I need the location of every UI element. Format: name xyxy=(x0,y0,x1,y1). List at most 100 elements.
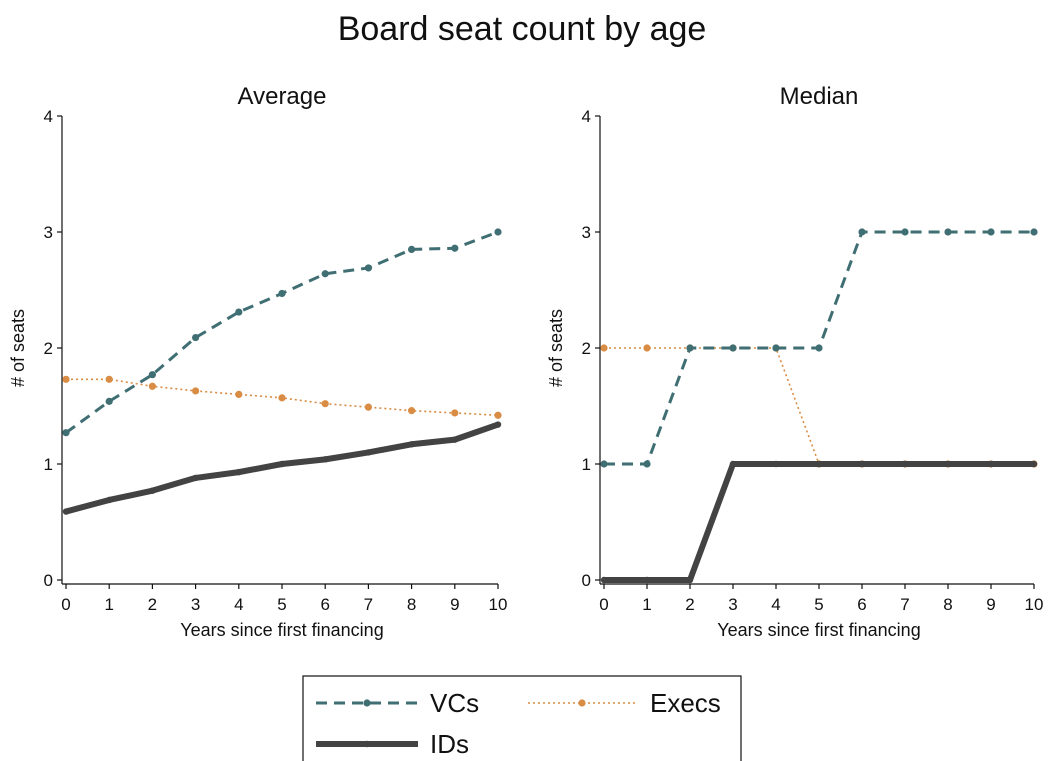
series-execs xyxy=(600,344,1038,468)
y-tick-label: 3 xyxy=(44,223,53,242)
x-tick-label: 4 xyxy=(234,595,243,614)
data-point-vcs xyxy=(278,289,286,298)
x-tick-label: 3 xyxy=(191,595,200,614)
data-point-ids xyxy=(278,460,286,468)
legend: VCs Execs IDs xyxy=(302,675,742,761)
panel-title: Average xyxy=(238,83,327,110)
data-point-vcs xyxy=(987,228,995,236)
panel-title: Median xyxy=(780,83,859,110)
data-point-ids xyxy=(901,460,909,468)
y-tick-label: 4 xyxy=(44,107,53,126)
series-vcs xyxy=(600,228,1038,468)
data-point-ids xyxy=(365,449,372,456)
data-point-ids xyxy=(235,468,242,476)
data-point-vcs xyxy=(235,308,243,316)
data-point-ids xyxy=(62,508,70,515)
data-point-vcs xyxy=(451,244,459,252)
data-point-execs xyxy=(105,375,113,383)
data-point-ids xyxy=(858,460,866,468)
data-point-ids xyxy=(451,436,458,443)
data-point-execs xyxy=(62,375,70,383)
data-point-vcs xyxy=(729,344,737,352)
data-point-ids xyxy=(1030,460,1038,468)
legend-label: Execs xyxy=(650,688,721,718)
panel-average: Average 0 1 2 3 4 0 1 2 3 4 5 6 7 8 9 10 Years since firs… xyxy=(8,83,507,640)
y-axis-label: # of seats xyxy=(8,309,28,387)
series-ids xyxy=(62,421,502,515)
data-point-ids xyxy=(106,496,113,504)
legend-marker-execs xyxy=(578,699,586,707)
x-tick-label: 8 xyxy=(943,595,952,614)
legend-marker-vcs xyxy=(363,699,371,707)
x-tick-label: 1 xyxy=(642,595,651,614)
data-point-vcs xyxy=(772,344,780,352)
data-point-ids xyxy=(944,460,952,468)
y-tick-label: 0 xyxy=(582,571,591,590)
x-tick-label: 4 xyxy=(771,595,780,614)
legend-entry-vcs: VCs xyxy=(316,688,479,718)
x-tick-label: 10 xyxy=(489,595,508,614)
y-tick-label: 2 xyxy=(582,339,591,358)
series-line-ids xyxy=(604,461,1034,583)
series-ids xyxy=(600,460,1038,584)
series-vcs xyxy=(62,228,502,437)
y-tick-label: 0 xyxy=(44,571,53,590)
data-point-execs xyxy=(451,409,459,417)
data-point-vcs xyxy=(1030,228,1038,236)
data-point-vcs xyxy=(494,228,502,236)
data-point-vcs xyxy=(408,245,416,253)
x-tick-label: 6 xyxy=(320,595,329,614)
x-tick-label: 2 xyxy=(148,595,157,614)
x-tick-label: 3 xyxy=(728,595,737,614)
x-tick-label: 8 xyxy=(407,595,416,614)
x-tick-label: 7 xyxy=(364,595,373,614)
series-line-ids xyxy=(65,421,499,515)
data-point-execs xyxy=(408,407,416,415)
figure-title: Board seat count by age xyxy=(338,10,707,48)
x-tick-label: 0 xyxy=(61,595,70,614)
x-tick-label: 5 xyxy=(277,595,286,614)
data-point-ids xyxy=(149,487,156,494)
legend-entry-execs: Execs xyxy=(528,688,721,718)
data-point-vcs xyxy=(105,397,113,405)
data-point-vcs xyxy=(148,371,156,379)
data-point-ids xyxy=(494,421,502,428)
data-point-ids xyxy=(408,441,415,448)
data-point-vcs xyxy=(643,460,651,468)
data-point-ids xyxy=(600,576,608,584)
data-point-vcs xyxy=(364,264,372,272)
y-tick-label: 3 xyxy=(582,223,591,242)
data-point-vcs xyxy=(858,228,866,236)
data-point-ids xyxy=(643,576,651,584)
data-point-execs xyxy=(321,400,329,408)
x-tick-label: 5 xyxy=(814,595,823,614)
x-tick-label: 7 xyxy=(900,595,909,614)
data-point-ids xyxy=(192,474,199,482)
data-point-ids xyxy=(686,576,694,584)
data-point-ids xyxy=(322,456,329,463)
x-axis-label: Years since first financing xyxy=(180,620,383,640)
y-tick-label: 1 xyxy=(44,455,53,474)
data-point-vcs xyxy=(944,228,952,236)
x-tick-label: 10 xyxy=(1025,595,1044,614)
x-tick-label: 9 xyxy=(986,595,995,614)
data-point-execs xyxy=(494,411,502,419)
data-point-vcs xyxy=(62,429,70,437)
x-tick-label: 1 xyxy=(104,595,113,614)
data-point-ids xyxy=(772,460,780,468)
data-point-execs xyxy=(600,344,608,352)
panel-median: Median 0 1 2 3 4 0 1 2 3 4 5 6 7 8 9 10 Years since first… xyxy=(546,83,1043,640)
x-tick-label: 9 xyxy=(450,595,459,614)
series-line-execs xyxy=(604,347,1034,465)
data-point-execs xyxy=(235,390,243,398)
data-point-ids xyxy=(729,460,737,468)
x-tick-label: 6 xyxy=(857,595,866,614)
legend-label: VCs xyxy=(430,688,479,718)
data-point-execs xyxy=(278,394,286,402)
series-line-vcs xyxy=(65,230,499,434)
data-point-ids xyxy=(987,460,995,468)
data-point-execs xyxy=(643,344,651,352)
x-tick-label: 0 xyxy=(599,595,608,614)
